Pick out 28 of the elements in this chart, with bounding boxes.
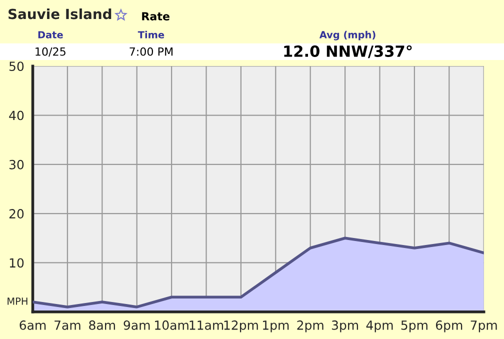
x-tick-label: 4pm: [366, 320, 393, 332]
x-tick-label: 11am: [190, 320, 224, 330]
x-tick-label: 12pm: [224, 320, 258, 332]
y-tick-label: 10: [10, 258, 24, 268]
text: 12.0 NNW/337°: [284, 45, 412, 58]
x-tick-label: 3pm: [332, 320, 358, 332]
x-tick-label: 5pm: [401, 320, 428, 332]
x-tick-label: 7am: [54, 320, 80, 330]
x-tick-label: 10am: [155, 320, 188, 330]
y-tick-label: 20: [9, 209, 24, 218]
x-tick-label: 9am: [124, 320, 150, 330]
y-tick-label: 40: [9, 110, 24, 120]
x-tick-label: 1pm: [262, 320, 289, 332]
x-tick-label: 7pm: [470, 320, 497, 332]
chart-title: Sauvie Island: [8, 8, 112, 20]
text: Time: [138, 30, 164, 38]
text: Date: [38, 31, 63, 38]
text: 10/25: [36, 47, 66, 57]
y-tick-label: 30: [9, 160, 24, 170]
text: 7:00 PM: [130, 47, 172, 56]
x-tick-label: 2pm: [297, 320, 324, 332]
y-axis-title: MPH: [8, 298, 28, 305]
text: Rate: [142, 12, 170, 20]
text: Avg (mph): [319, 30, 376, 40]
y-tick-label: 50: [9, 62, 24, 72]
x-tick-label: 6am: [20, 320, 46, 330]
x-tick-label: 6pm: [436, 320, 462, 332]
x-tick-label: 8am: [89, 320, 115, 330]
